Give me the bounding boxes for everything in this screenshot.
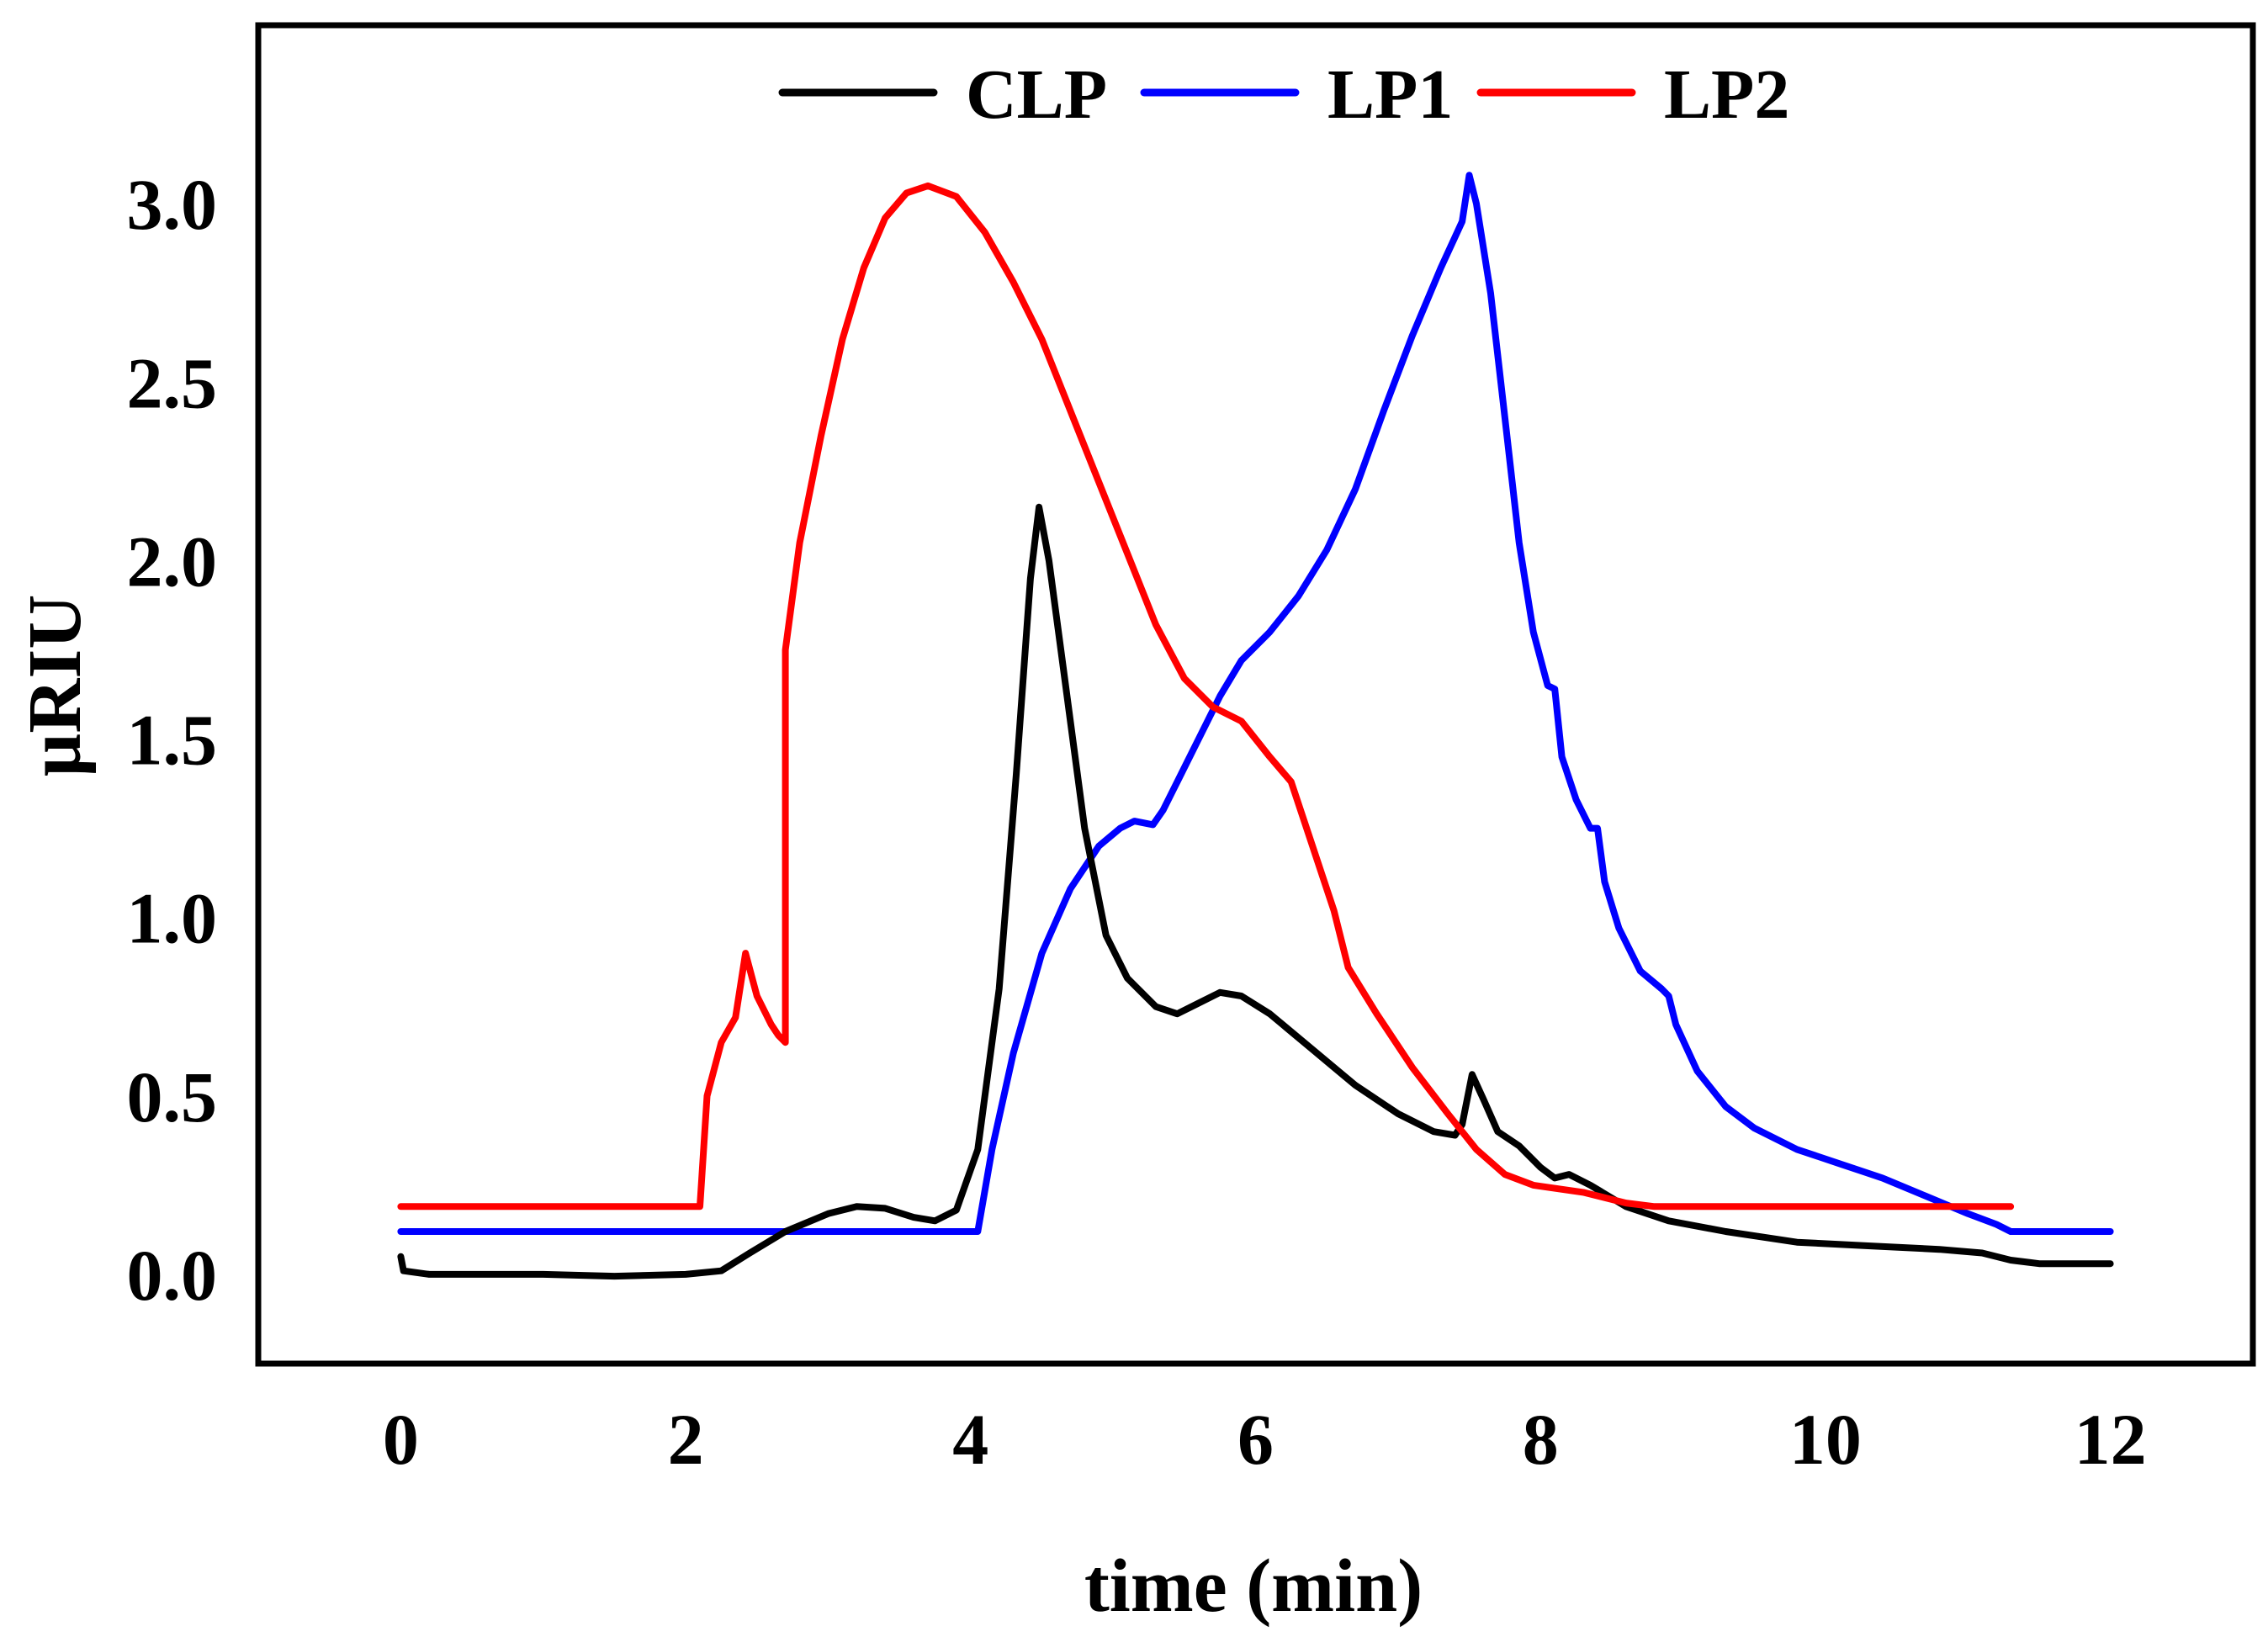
x-tick-label-0: 0 <box>383 1399 419 1480</box>
x-tick-label-2: 2 <box>668 1399 704 1480</box>
series-line-lp1 <box>397 172 2114 1235</box>
series-layer <box>397 172 2114 1280</box>
plot-frame <box>255 22 2256 1367</box>
series-line-clp <box>397 503 2114 1280</box>
y-tick-label-3.0: 3.0 <box>127 164 218 245</box>
y-tick-label-2.0: 2.0 <box>127 521 218 601</box>
y-tick-label-2.5: 2.5 <box>127 342 218 423</box>
x-tick-label-10: 10 <box>1789 1399 1862 1480</box>
y-tick-label-1.5: 1.5 <box>127 700 218 781</box>
legend-label-lp1: LP1 <box>1327 56 1453 134</box>
series-line-lp2 <box>397 182 2015 1211</box>
legend-label-lp2: LP2 <box>1664 56 1789 134</box>
y-axis: 0.0 0.5 1.0 1.5 2.0 2.5 3.0 <box>127 164 218 1316</box>
x-tick-label-8: 8 <box>1523 1399 1559 1480</box>
y-tick-label-0.5: 0.5 <box>127 1057 218 1137</box>
legend: CLP LP1 LP2 <box>778 56 1789 134</box>
x-tick-label-4: 4 <box>952 1399 988 1480</box>
y-tick-label-1.0: 1.0 <box>127 878 218 959</box>
x-axis: 0 2 4 6 8 10 12 <box>383 1399 2147 1480</box>
x-axis-title: time (min) <box>1084 1544 1423 1628</box>
y-tick-label-0.0: 0.0 <box>127 1235 218 1316</box>
legend-label-clp: CLP <box>966 56 1107 134</box>
y-axis-title: µRIU <box>13 595 97 777</box>
x-tick-label-12: 12 <box>2075 1399 2147 1480</box>
x-tick-label-6: 6 <box>1237 1399 1274 1480</box>
